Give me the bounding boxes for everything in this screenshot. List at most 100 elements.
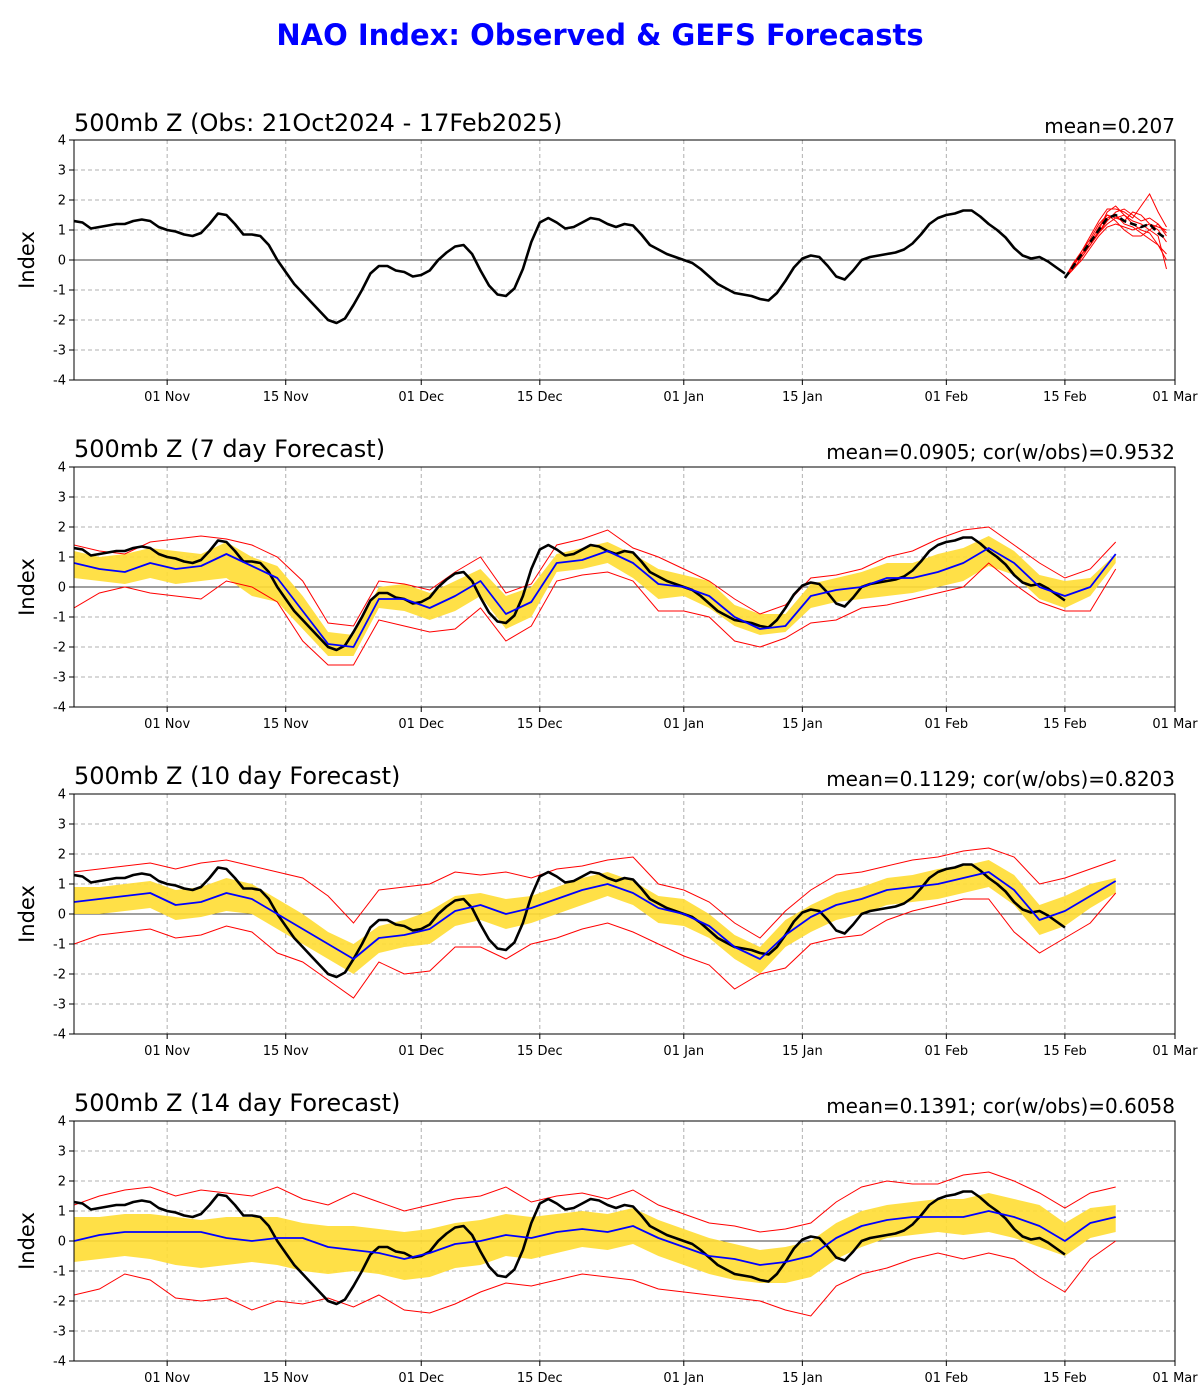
y-tick-label: -1 [53, 611, 66, 626]
y-tick-label: 4 [58, 788, 66, 803]
panel-1-stat: mean=0.207 [1044, 114, 1175, 138]
y-tick-label: -2 [53, 968, 66, 983]
x-tick-label: 01 Jan [663, 717, 704, 732]
spread-band [74, 860, 1116, 974]
x-tick-label: 15 Jan [782, 1044, 823, 1059]
y-tick-label: 2 [58, 194, 66, 209]
member-line [74, 1171, 1116, 1233]
x-tick-label: 15 Jan [782, 1371, 823, 1386]
spread-band [74, 536, 1116, 656]
member-line [74, 892, 1117, 999]
observed-line [74, 209, 1066, 325]
plot-area [74, 1171, 1116, 1317]
x-tick-label: 15 Feb [1043, 717, 1087, 732]
y-tick-label: 0 [58, 581, 66, 596]
forecast-mean-dashed [1063, 213, 1168, 279]
forecast-mean-line [74, 547, 1117, 648]
y-tick-label: -2 [53, 1295, 66, 1310]
y-tick-label: -4 [53, 1028, 66, 1043]
x-tick-label: 01 Dec [398, 390, 444, 405]
x-tick-label: 01 Nov [144, 390, 190, 405]
x-tick-label: 01 Feb [924, 1371, 968, 1386]
x-tick-label: 01 Dec [398, 1371, 444, 1386]
x-tick-label: 15 Nov [263, 717, 309, 732]
observed-line [74, 863, 1066, 979]
x-tick-label: 01 Dec [398, 1044, 444, 1059]
x-tick-label: 01 Nov [144, 1044, 190, 1059]
forecast-mean-line [74, 871, 1117, 960]
member-line [1064, 205, 1167, 279]
panel-2-stat: mean=0.0905; cor(w/obs)=0.9532 [826, 440, 1175, 464]
x-tick-label: 15 Nov [263, 1371, 309, 1386]
x-tick-label: 01 Mar [1152, 1371, 1198, 1386]
x-tick-label: 01 Feb [924, 390, 968, 405]
figure-title: NAO Index: Observed & GEFS Forecasts [276, 18, 924, 52]
x-tick-label: 01 Mar [1152, 1044, 1198, 1059]
x-tick-label: 15 Nov [263, 1044, 309, 1059]
y-tick-label: -3 [53, 344, 66, 359]
panel-4-title: 500mb Z (14 day Forecast) [74, 1089, 401, 1117]
member-line [1064, 223, 1167, 279]
panel-1: -4 -3 -2 -1 0 1 2 3 4 01 Nov 15 Nov 01 Dec 15 Dec 01 … [15, 134, 1198, 406]
y-axis-label: Index [15, 885, 39, 943]
x-tick-label: 01 Mar [1152, 717, 1198, 732]
y-tick-label: 3 [58, 164, 66, 179]
x-tick-label: 01 Mar [1152, 390, 1198, 405]
x-tick-label: 01 Jan [663, 390, 704, 405]
panel-4-stat: mean=0.1391; cor(w/obs)=0.6058 [826, 1094, 1175, 1118]
y-tick-label: 1 [58, 878, 66, 893]
x-tick-label: 15 Feb [1043, 1371, 1087, 1386]
y-tick-label: 4 [58, 1115, 66, 1130]
y-tick-label: -4 [53, 701, 66, 716]
member-line [1064, 214, 1167, 279]
x-tick-label: 15 Nov [263, 390, 309, 405]
y-tick-label: 2 [58, 1175, 66, 1190]
y-tick-label: 0 [58, 1235, 66, 1250]
y-tick-label: -2 [53, 641, 66, 656]
spread-band [74, 1193, 1116, 1283]
y-tick-label: 0 [58, 908, 66, 923]
x-tick-label: 01 Feb [924, 1044, 968, 1059]
x-tick-label: 15 Feb [1043, 390, 1087, 405]
y-tick-label: -1 [53, 284, 66, 299]
panel-1-title: 500mb Z (Obs: 21Oct2024 - 17Feb2025) [74, 109, 563, 137]
x-tick-label: 15 Dec [517, 717, 563, 732]
y-axis-label: Index [15, 1212, 39, 1270]
y-tick-label: 4 [58, 134, 66, 149]
panel-3-title: 500mb Z (10 day Forecast) [74, 762, 401, 790]
member-line [1064, 208, 1167, 279]
panel-3: -4 -3 -2 -1 0 1 2 3 4 01 Nov 15 Nov 01 Dec 15 Dec 01 … [15, 788, 1198, 1060]
panel-3-stat: mean=0.1129; cor(w/obs)=0.8203 [826, 767, 1175, 791]
y-tick-label: 3 [58, 491, 66, 506]
x-tick-label: 01 Nov [144, 1371, 190, 1386]
y-tick-label: -1 [53, 1265, 66, 1280]
y-tick-label: 3 [58, 818, 66, 833]
member-line [1064, 211, 1167, 279]
y-tick-label: -3 [53, 998, 66, 1013]
x-tick-label: 01 Dec [398, 717, 444, 732]
y-tick-label: -3 [53, 671, 66, 686]
y-tick-label: 4 [58, 461, 66, 476]
y-tick-label: 0 [58, 254, 66, 269]
y-tick-label: 1 [58, 1205, 66, 1220]
plot-area [74, 526, 1117, 666]
y-axis-label: Index [15, 558, 39, 616]
x-tick-label: 01 Jan [663, 1371, 704, 1386]
y-tick-label: -2 [53, 314, 66, 329]
x-tick-label: 15 Feb [1043, 1044, 1087, 1059]
y-tick-label: 1 [58, 224, 66, 239]
x-tick-label: 01 Jan [663, 1044, 704, 1059]
x-tick-label: 15 Jan [782, 390, 823, 405]
panel-4: -4 -3 -2 -1 0 1 2 3 4 01 Nov 15 Nov 01 Dec 15 Dec 01 … [15, 1115, 1198, 1387]
plot-area [74, 193, 1168, 325]
x-tick-label: 15 Dec [517, 1044, 563, 1059]
y-tick-label: -3 [53, 1325, 66, 1340]
y-tick-label: -4 [53, 1355, 66, 1370]
y-tick-label: -4 [53, 374, 66, 389]
observed-line [74, 1190, 1066, 1306]
plot-area [74, 847, 1117, 999]
x-tick-label: 01 Feb [924, 717, 968, 732]
member-line [74, 562, 1117, 666]
y-tick-label: 3 [58, 1145, 66, 1160]
